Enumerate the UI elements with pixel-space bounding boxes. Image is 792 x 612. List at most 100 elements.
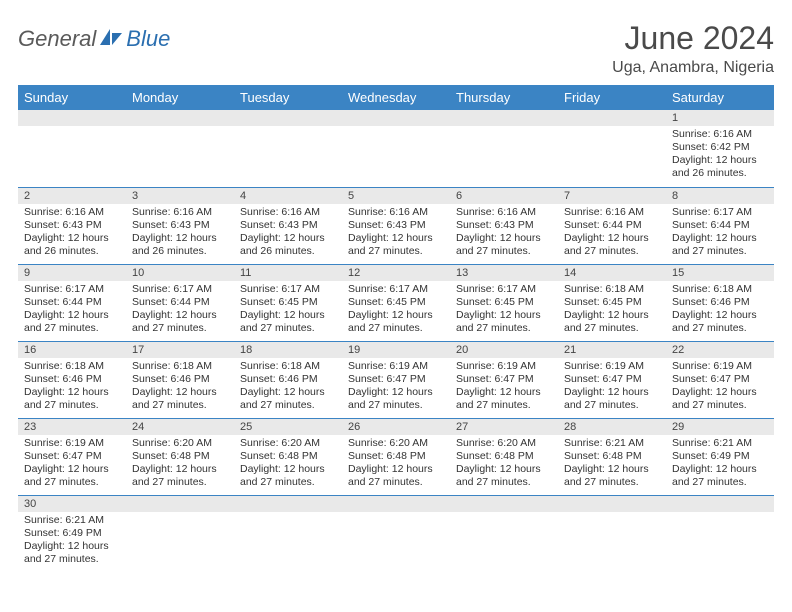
calendar-cell: 30Sunrise: 6:21 AMSunset: 6:49 PMDayligh…	[18, 495, 126, 572]
day-details: Sunrise: 6:19 AMSunset: 6:47 PMDaylight:…	[558, 358, 666, 417]
calendar-cell: 17Sunrise: 6:18 AMSunset: 6:46 PMDayligh…	[126, 341, 234, 418]
day-detail-line: and 27 minutes.	[24, 476, 120, 489]
day-details	[342, 512, 450, 552]
day-detail-line: Sunrise: 6:16 AM	[240, 206, 336, 219]
day-detail-line: Daylight: 12 hours	[24, 386, 120, 399]
header: General Blue June 2024 Uga, Anambra, Nig…	[18, 20, 774, 77]
day-number: 6	[450, 188, 558, 204]
day-number	[234, 110, 342, 126]
calendar-cell	[18, 110, 126, 187]
day-number: 2	[18, 188, 126, 204]
calendar-cell: 8Sunrise: 6:17 AMSunset: 6:44 PMDaylight…	[666, 187, 774, 264]
day-detail-line: and 27 minutes.	[240, 476, 336, 489]
day-details: Sunrise: 6:20 AMSunset: 6:48 PMDaylight:…	[126, 435, 234, 494]
calendar-cell: 21Sunrise: 6:19 AMSunset: 6:47 PMDayligh…	[558, 341, 666, 418]
weekday-header: Friday	[558, 85, 666, 110]
day-detail-line: Sunrise: 6:21 AM	[24, 514, 120, 527]
day-detail-line: and 27 minutes.	[672, 399, 768, 412]
day-detail-line: Sunset: 6:48 PM	[348, 450, 444, 463]
calendar-row: 2Sunrise: 6:16 AMSunset: 6:43 PMDaylight…	[18, 187, 774, 264]
calendar-cell: 29Sunrise: 6:21 AMSunset: 6:49 PMDayligh…	[666, 418, 774, 495]
day-details: Sunrise: 6:19 AMSunset: 6:47 PMDaylight:…	[450, 358, 558, 417]
day-detail-line: Sunrise: 6:20 AM	[456, 437, 552, 450]
day-details: Sunrise: 6:16 AMSunset: 6:43 PMDaylight:…	[450, 204, 558, 263]
day-number: 18	[234, 342, 342, 358]
day-detail-line: Sunset: 6:43 PM	[348, 219, 444, 232]
calendar-cell: 12Sunrise: 6:17 AMSunset: 6:45 PMDayligh…	[342, 264, 450, 341]
logo-text-general: General	[18, 26, 96, 52]
calendar-cell	[234, 495, 342, 572]
day-detail-line: and 27 minutes.	[456, 476, 552, 489]
day-number	[450, 496, 558, 512]
day-detail-line: Daylight: 12 hours	[564, 386, 660, 399]
weekday-header: Saturday	[666, 85, 774, 110]
day-detail-line: Sunrise: 6:19 AM	[564, 360, 660, 373]
day-detail-line: Sunset: 6:46 PM	[240, 373, 336, 386]
sail-icon	[98, 27, 124, 52]
calendar-cell: 3Sunrise: 6:16 AMSunset: 6:43 PMDaylight…	[126, 187, 234, 264]
day-number: 3	[126, 188, 234, 204]
day-detail-line: Daylight: 12 hours	[24, 309, 120, 322]
day-detail-line: Daylight: 12 hours	[132, 309, 228, 322]
day-detail-line: Daylight: 12 hours	[132, 386, 228, 399]
day-detail-line: Sunset: 6:46 PM	[132, 373, 228, 386]
day-detail-line: Daylight: 12 hours	[24, 463, 120, 476]
day-detail-line: Daylight: 12 hours	[672, 232, 768, 245]
day-details: Sunrise: 6:18 AMSunset: 6:45 PMDaylight:…	[558, 281, 666, 340]
day-detail-line: Sunset: 6:42 PM	[672, 141, 768, 154]
day-number	[666, 496, 774, 512]
day-details: Sunrise: 6:18 AMSunset: 6:46 PMDaylight:…	[666, 281, 774, 340]
day-details: Sunrise: 6:21 AMSunset: 6:49 PMDaylight:…	[666, 435, 774, 494]
day-detail-line: and 27 minutes.	[456, 399, 552, 412]
day-detail-line: Sunset: 6:45 PM	[240, 296, 336, 309]
calendar-cell	[558, 495, 666, 572]
day-number: 15	[666, 265, 774, 281]
day-details	[18, 126, 126, 166]
calendar-row: 1Sunrise: 6:16 AMSunset: 6:42 PMDaylight…	[18, 110, 774, 187]
day-detail-line: Sunset: 6:48 PM	[564, 450, 660, 463]
day-number: 19	[342, 342, 450, 358]
day-detail-line: Sunset: 6:49 PM	[672, 450, 768, 463]
day-number: 4	[234, 188, 342, 204]
day-details: Sunrise: 6:20 AMSunset: 6:48 PMDaylight:…	[450, 435, 558, 494]
day-number: 23	[18, 419, 126, 435]
day-detail-line: Sunset: 6:45 PM	[456, 296, 552, 309]
weekday-header: Thursday	[450, 85, 558, 110]
day-detail-line: Daylight: 12 hours	[456, 232, 552, 245]
day-detail-line: Daylight: 12 hours	[240, 463, 336, 476]
day-detail-line: Sunrise: 6:17 AM	[24, 283, 120, 296]
day-number: 7	[558, 188, 666, 204]
day-number: 22	[666, 342, 774, 358]
day-detail-line: Sunset: 6:44 PM	[672, 219, 768, 232]
day-number: 14	[558, 265, 666, 281]
day-detail-line: Daylight: 12 hours	[348, 232, 444, 245]
calendar-cell: 15Sunrise: 6:18 AMSunset: 6:46 PMDayligh…	[666, 264, 774, 341]
day-detail-line: Sunset: 6:47 PM	[564, 373, 660, 386]
day-detail-line: Sunrise: 6:18 AM	[132, 360, 228, 373]
location-subtitle: Uga, Anambra, Nigeria	[612, 59, 774, 77]
day-detail-line: Sunset: 6:43 PM	[132, 219, 228, 232]
calendar-cell: 1Sunrise: 6:16 AMSunset: 6:42 PMDaylight…	[666, 110, 774, 187]
day-detail-line: and 27 minutes.	[240, 399, 336, 412]
day-detail-line: Daylight: 12 hours	[240, 309, 336, 322]
day-detail-line: Sunrise: 6:17 AM	[456, 283, 552, 296]
day-number: 24	[126, 419, 234, 435]
weekday-header: Sunday	[18, 85, 126, 110]
day-detail-line: Sunset: 6:43 PM	[456, 219, 552, 232]
day-detail-line: and 26 minutes.	[24, 245, 120, 258]
day-detail-line: Sunrise: 6:16 AM	[564, 206, 660, 219]
day-detail-line: Daylight: 12 hours	[672, 154, 768, 167]
day-detail-line: Sunset: 6:44 PM	[24, 296, 120, 309]
day-details: Sunrise: 6:17 AMSunset: 6:45 PMDaylight:…	[234, 281, 342, 340]
day-detail-line: and 27 minutes.	[564, 399, 660, 412]
day-detail-line: and 26 minutes.	[132, 245, 228, 258]
day-number: 11	[234, 265, 342, 281]
day-detail-line: Daylight: 12 hours	[240, 232, 336, 245]
day-details: Sunrise: 6:20 AMSunset: 6:48 PMDaylight:…	[234, 435, 342, 494]
day-number: 16	[18, 342, 126, 358]
day-details: Sunrise: 6:19 AMSunset: 6:47 PMDaylight:…	[342, 358, 450, 417]
day-details: Sunrise: 6:17 AMSunset: 6:44 PMDaylight:…	[126, 281, 234, 340]
day-detail-line: Sunrise: 6:16 AM	[456, 206, 552, 219]
day-details: Sunrise: 6:21 AMSunset: 6:48 PMDaylight:…	[558, 435, 666, 494]
day-detail-line: Sunrise: 6:16 AM	[24, 206, 120, 219]
